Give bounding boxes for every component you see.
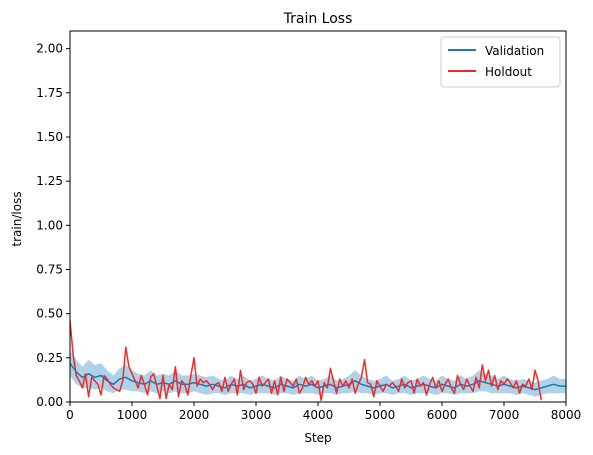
y-tick-label: 2.00 [36,42,63,56]
y-tick-label: 1.50 [36,130,63,144]
x-tick-label: 0 [66,408,74,422]
x-tick-label: 7000 [489,408,520,422]
x-tick-label: 3000 [241,408,272,422]
y-axis-label: train/loss [10,191,24,246]
x-axis-label: Step [304,431,331,445]
y-tick-label: 0.50 [36,307,63,321]
y-tick-label: 1.25 [36,174,63,188]
y-tick-label: 0.75 [36,263,63,277]
series-line-holdout [69,320,542,401]
legend-label-validation: Validation [485,44,544,58]
validation-confidence-band [70,350,566,397]
validation-band-layer [70,350,566,397]
y-tick-label: 1.75 [36,86,63,100]
y-tick-label: 1.00 [36,218,63,232]
x-axis-ticks: 0 1000 2000 3000 4000 5000 6000 7000 8000 [66,402,581,422]
x-tick-label: 5000 [365,408,396,422]
chart-title: Train Loss [283,11,353,27]
x-tick-label: 1000 [117,408,148,422]
legend-label-holdout: Holdout [485,65,532,79]
series-line-validation [69,362,566,391]
y-axis-ticks: 0.00 0.25 0.50 0.75 1.00 1.25 1.50 1.75 2.00 [36,42,70,409]
y-tick-label: 0.25 [36,351,63,365]
x-tick-label: 4000 [303,408,334,422]
y-tick-label: 0.00 [36,395,63,409]
x-tick-label: 6000 [427,408,458,422]
x-tick-label: 2000 [179,408,210,422]
x-tick-label: 8000 [551,408,582,422]
series-line-layer [69,320,566,401]
legend: Validation Holdout [440,36,561,88]
